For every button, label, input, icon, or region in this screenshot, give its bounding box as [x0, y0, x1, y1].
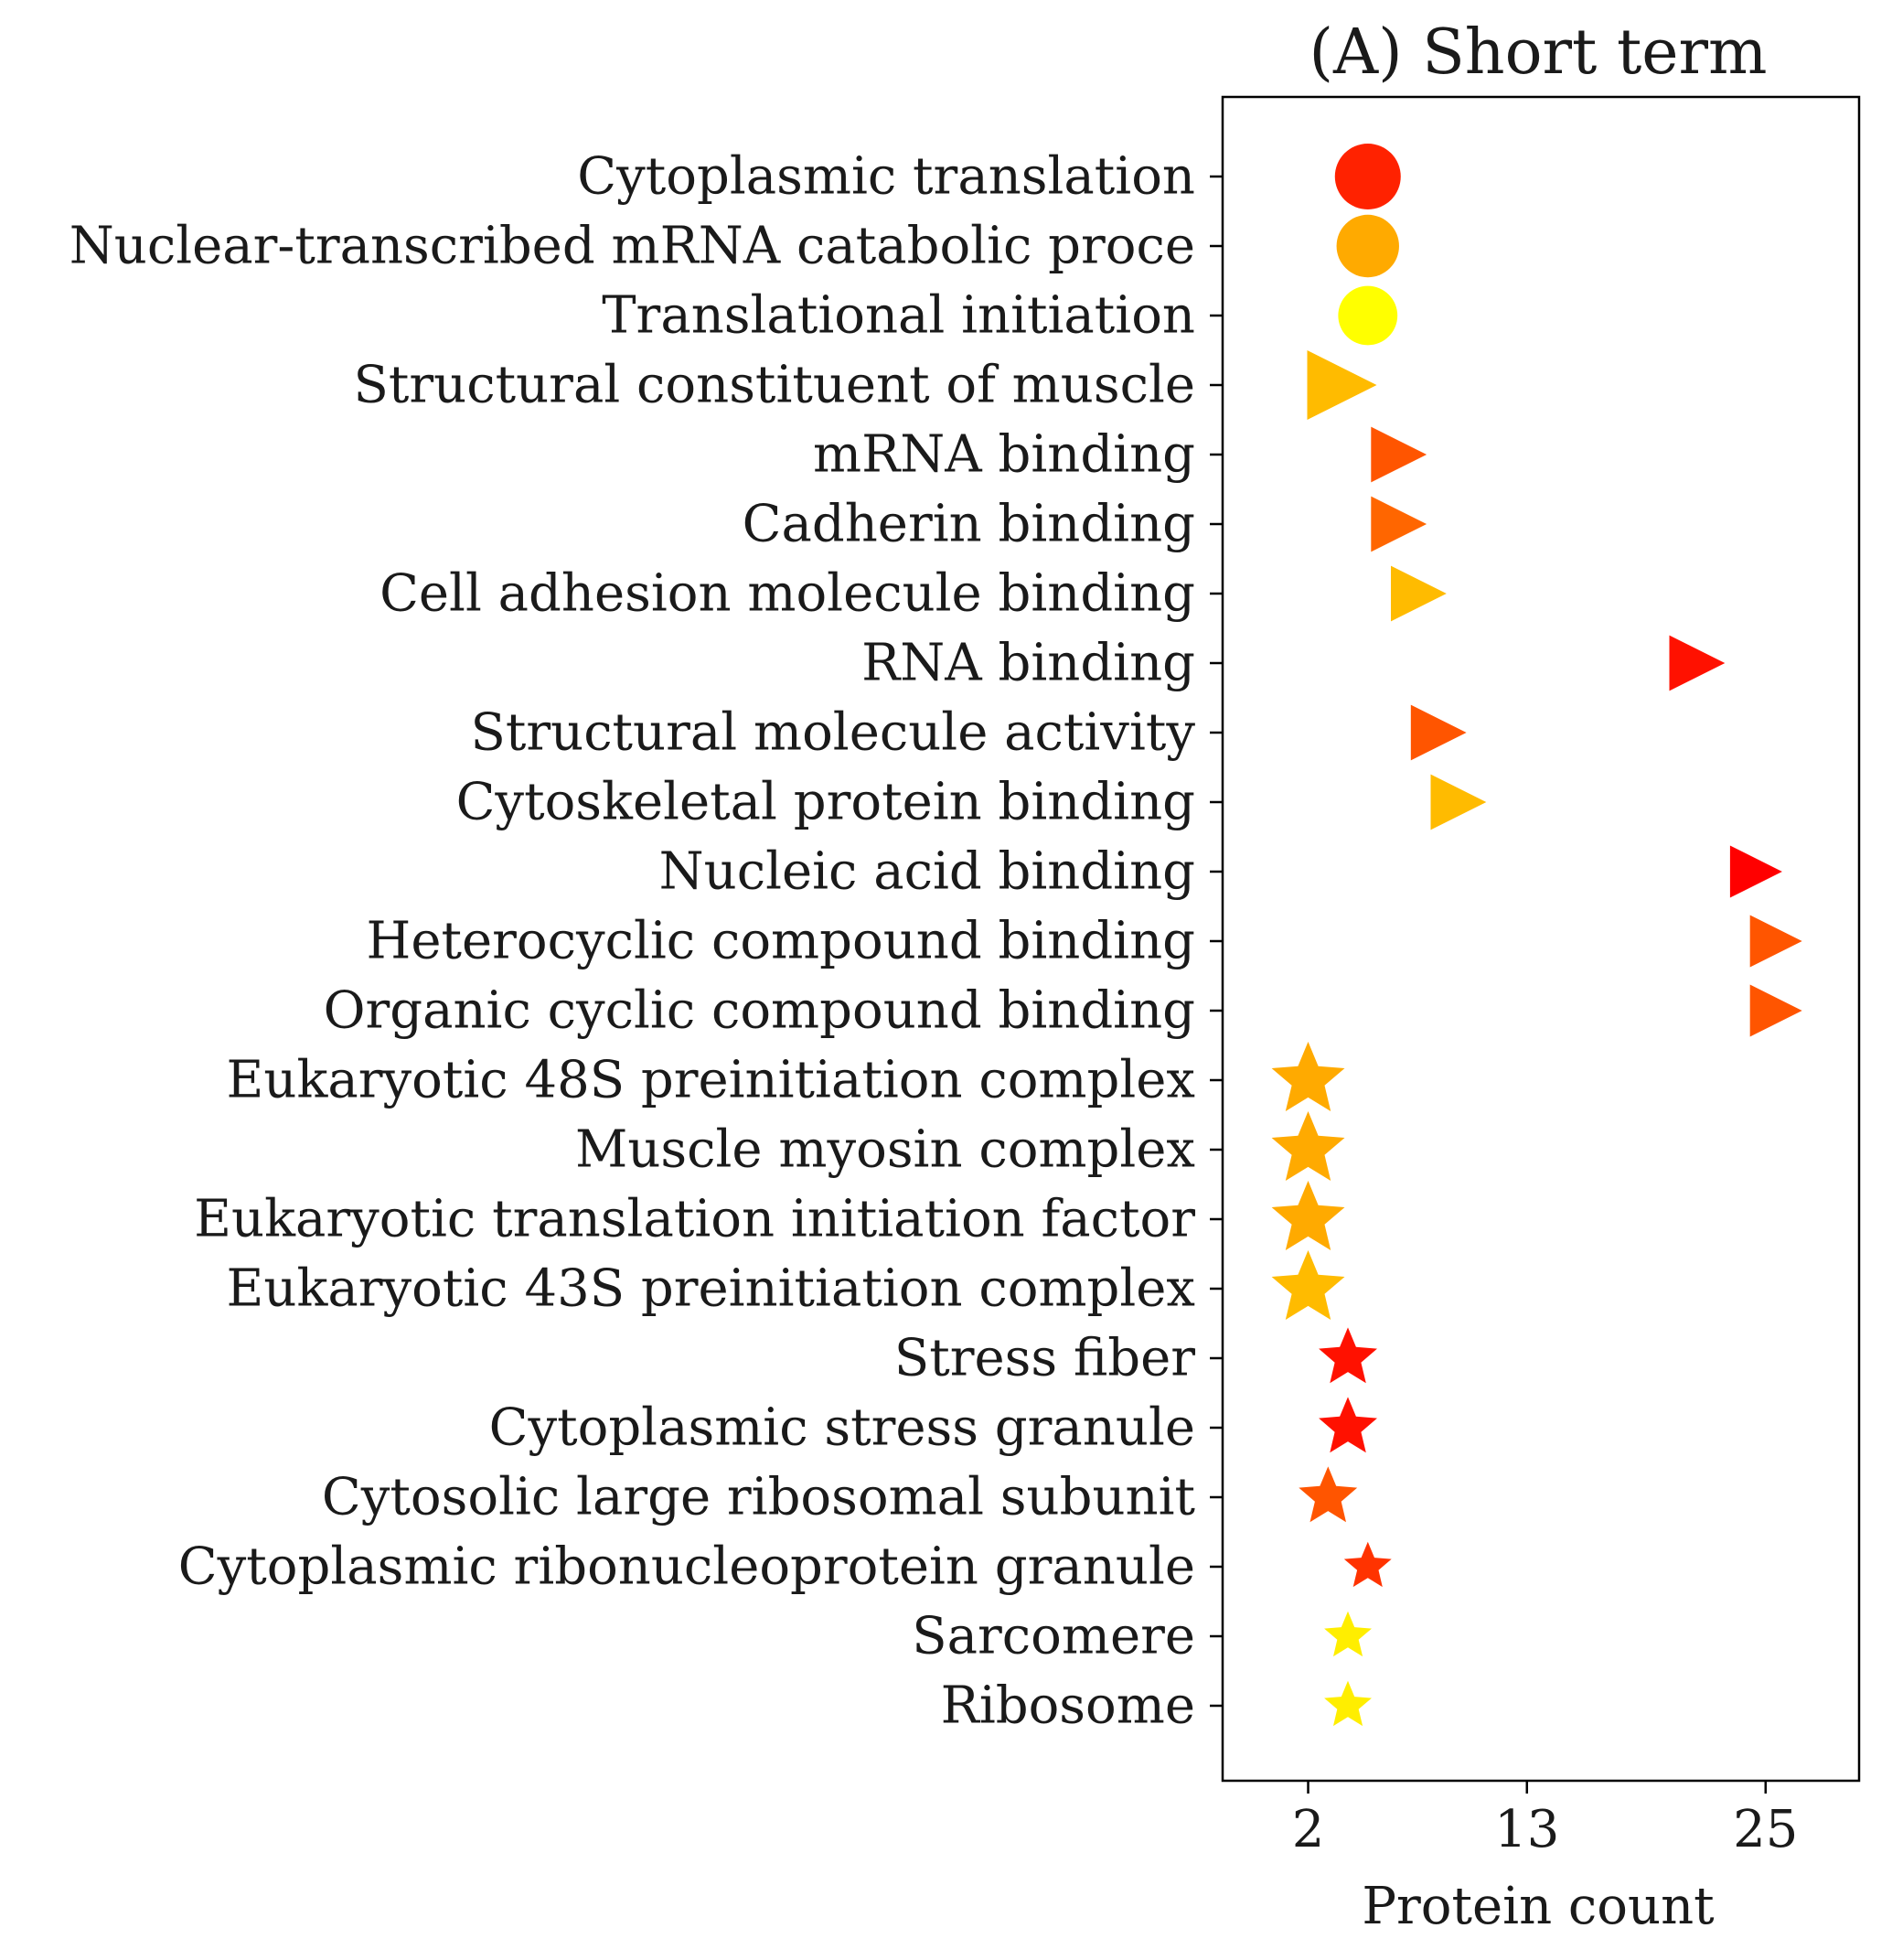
star-marker-eukaryotic-48s-preinitiation-complex	[1271, 1042, 1345, 1111]
y-tick-label-cytosolic-large-ribosomal-subunit: Cytosolic large ribosomal subunit	[322, 1468, 1196, 1527]
x-tick-label: 13	[1494, 1800, 1559, 1859]
star-marker-muscle-myosin-complex	[1271, 1111, 1345, 1181]
y-tick-label-rna-binding: RNA binding	[861, 634, 1195, 693]
y-tick-label-eukaryotic-translation-initiation-factor: Eukaryotic translation initiation factor	[194, 1190, 1195, 1249]
y-tick-label-cytoskeletal-protein-binding: Cytoskeletal protein binding	[456, 773, 1195, 832]
x-tick-label: 2	[1292, 1800, 1325, 1859]
circle-marker-nuclear-transcribed-mrna-catabolic-proce	[1336, 214, 1399, 278]
y-tick-label-organic-cyclic-compound-binding: Organic cyclic compound binding	[324, 981, 1195, 1041]
triangle-right-marker-rna-binding	[1669, 635, 1726, 691]
triangle-right-marker-cell-adhesion-molecule-binding	[1391, 565, 1447, 622]
circle-marker-cytoplasmic-translation	[1334, 144, 1401, 209]
y-tick-label-ribosome: Ribosome	[941, 1676, 1195, 1736]
y-tick-label-nucleic-acid-binding: Nucleic acid binding	[659, 842, 1195, 902]
star-marker-ribosome	[1324, 1680, 1372, 1727]
star-marker-cytoplasmic-ribonucleoprotein-granule	[1343, 1541, 1392, 1588]
y-tick-label-structural-molecule-activity: Structural molecule activity	[470, 703, 1195, 763]
y-tick-label-eukaryotic-43s-preinitiation-complex: Eukaryotic 43S preinitiation complex	[227, 1259, 1196, 1319]
y-tick-label-eukaryotic-48s-preinitiation-complex: Eukaryotic 48S preinitiation complex	[227, 1051, 1196, 1110]
x-tick-label: 25	[1733, 1800, 1798, 1859]
star-marker-stress-fiber	[1319, 1327, 1377, 1384]
triangle-right-marker-mrna-binding	[1371, 426, 1427, 483]
triangle-right-marker-cadherin-binding	[1371, 496, 1427, 552]
plot-area-frame	[1221, 95, 1861, 1783]
x-axis-label: Protein count	[1362, 1877, 1715, 1936]
triangle-right-marker-cytoskeletal-protein-binding	[1430, 774, 1487, 830]
star-marker-sarcomere	[1324, 1611, 1372, 1657]
y-tick-label-nuclear-transcribed-mrna-catabolic-proce: Nuclear-transcribed mRNA catabolic proce	[69, 217, 1195, 276]
y-tick-label-heterocyclic-compound-binding: Heterocyclic compound binding	[367, 912, 1195, 971]
chart-title: (A) Short term	[1309, 16, 1767, 89]
y-tick-label-cadherin-binding: Cadherin binding	[743, 495, 1195, 554]
y-tick-label-cytoplasmic-translation: Cytoplasmic translation	[577, 147, 1195, 207]
triangle-right-marker-nucleic-acid-binding	[1729, 845, 1782, 898]
star-marker-cytoplasmic-stress-granule	[1319, 1397, 1377, 1453]
star-marker-cytosolic-large-ribosomal-subunit	[1299, 1466, 1358, 1523]
triangle-right-marker-structural-molecule-activity	[1410, 704, 1467, 761]
y-tick-label-sarcomere: Sarcomere	[912, 1607, 1195, 1666]
triangle-right-marker-heterocyclic-compound-binding	[1749, 915, 1802, 968]
y-tick-label-stress-fiber: Stress fiber	[894, 1329, 1195, 1388]
y-tick-label-structural-constituent-of-muscle: Structural constituent of muscle	[354, 356, 1195, 415]
star-marker-eukaryotic-43s-preinitiation-complex	[1271, 1250, 1345, 1320]
triangle-right-marker-organic-cyclic-compound-binding	[1749, 984, 1802, 1037]
y-tick-label-cytoplasmic-stress-granule: Cytoplasmic stress granule	[489, 1398, 1195, 1458]
y-tick-label-cytoplasmic-ribonucleoprotein-granule: Cytoplasmic ribonucleoprotein granule	[178, 1537, 1195, 1597]
star-marker-eukaryotic-translation-initiation-factor	[1271, 1181, 1345, 1250]
y-tick-label-mrna-binding: mRNA binding	[813, 425, 1195, 485]
circle-marker-translational-initiation	[1338, 285, 1398, 346]
x-axis: 2 13 25	[1292, 1781, 1798, 1859]
y-tick-label-translational-initiation: Translational initiation	[602, 286, 1195, 346]
y-axis: Cytoplasmic translation Nuclear-transcrib…	[69, 147, 1223, 1736]
y-tick-label-muscle-myosin-complex: Muscle myosin complex	[575, 1120, 1195, 1180]
data-markers	[1271, 144, 1802, 1727]
triangle-right-marker-structural-constituent-of-muscle	[1307, 350, 1377, 420]
y-tick-label-cell-adhesion-molecule-binding: Cell adhesion molecule binding	[379, 564, 1195, 624]
